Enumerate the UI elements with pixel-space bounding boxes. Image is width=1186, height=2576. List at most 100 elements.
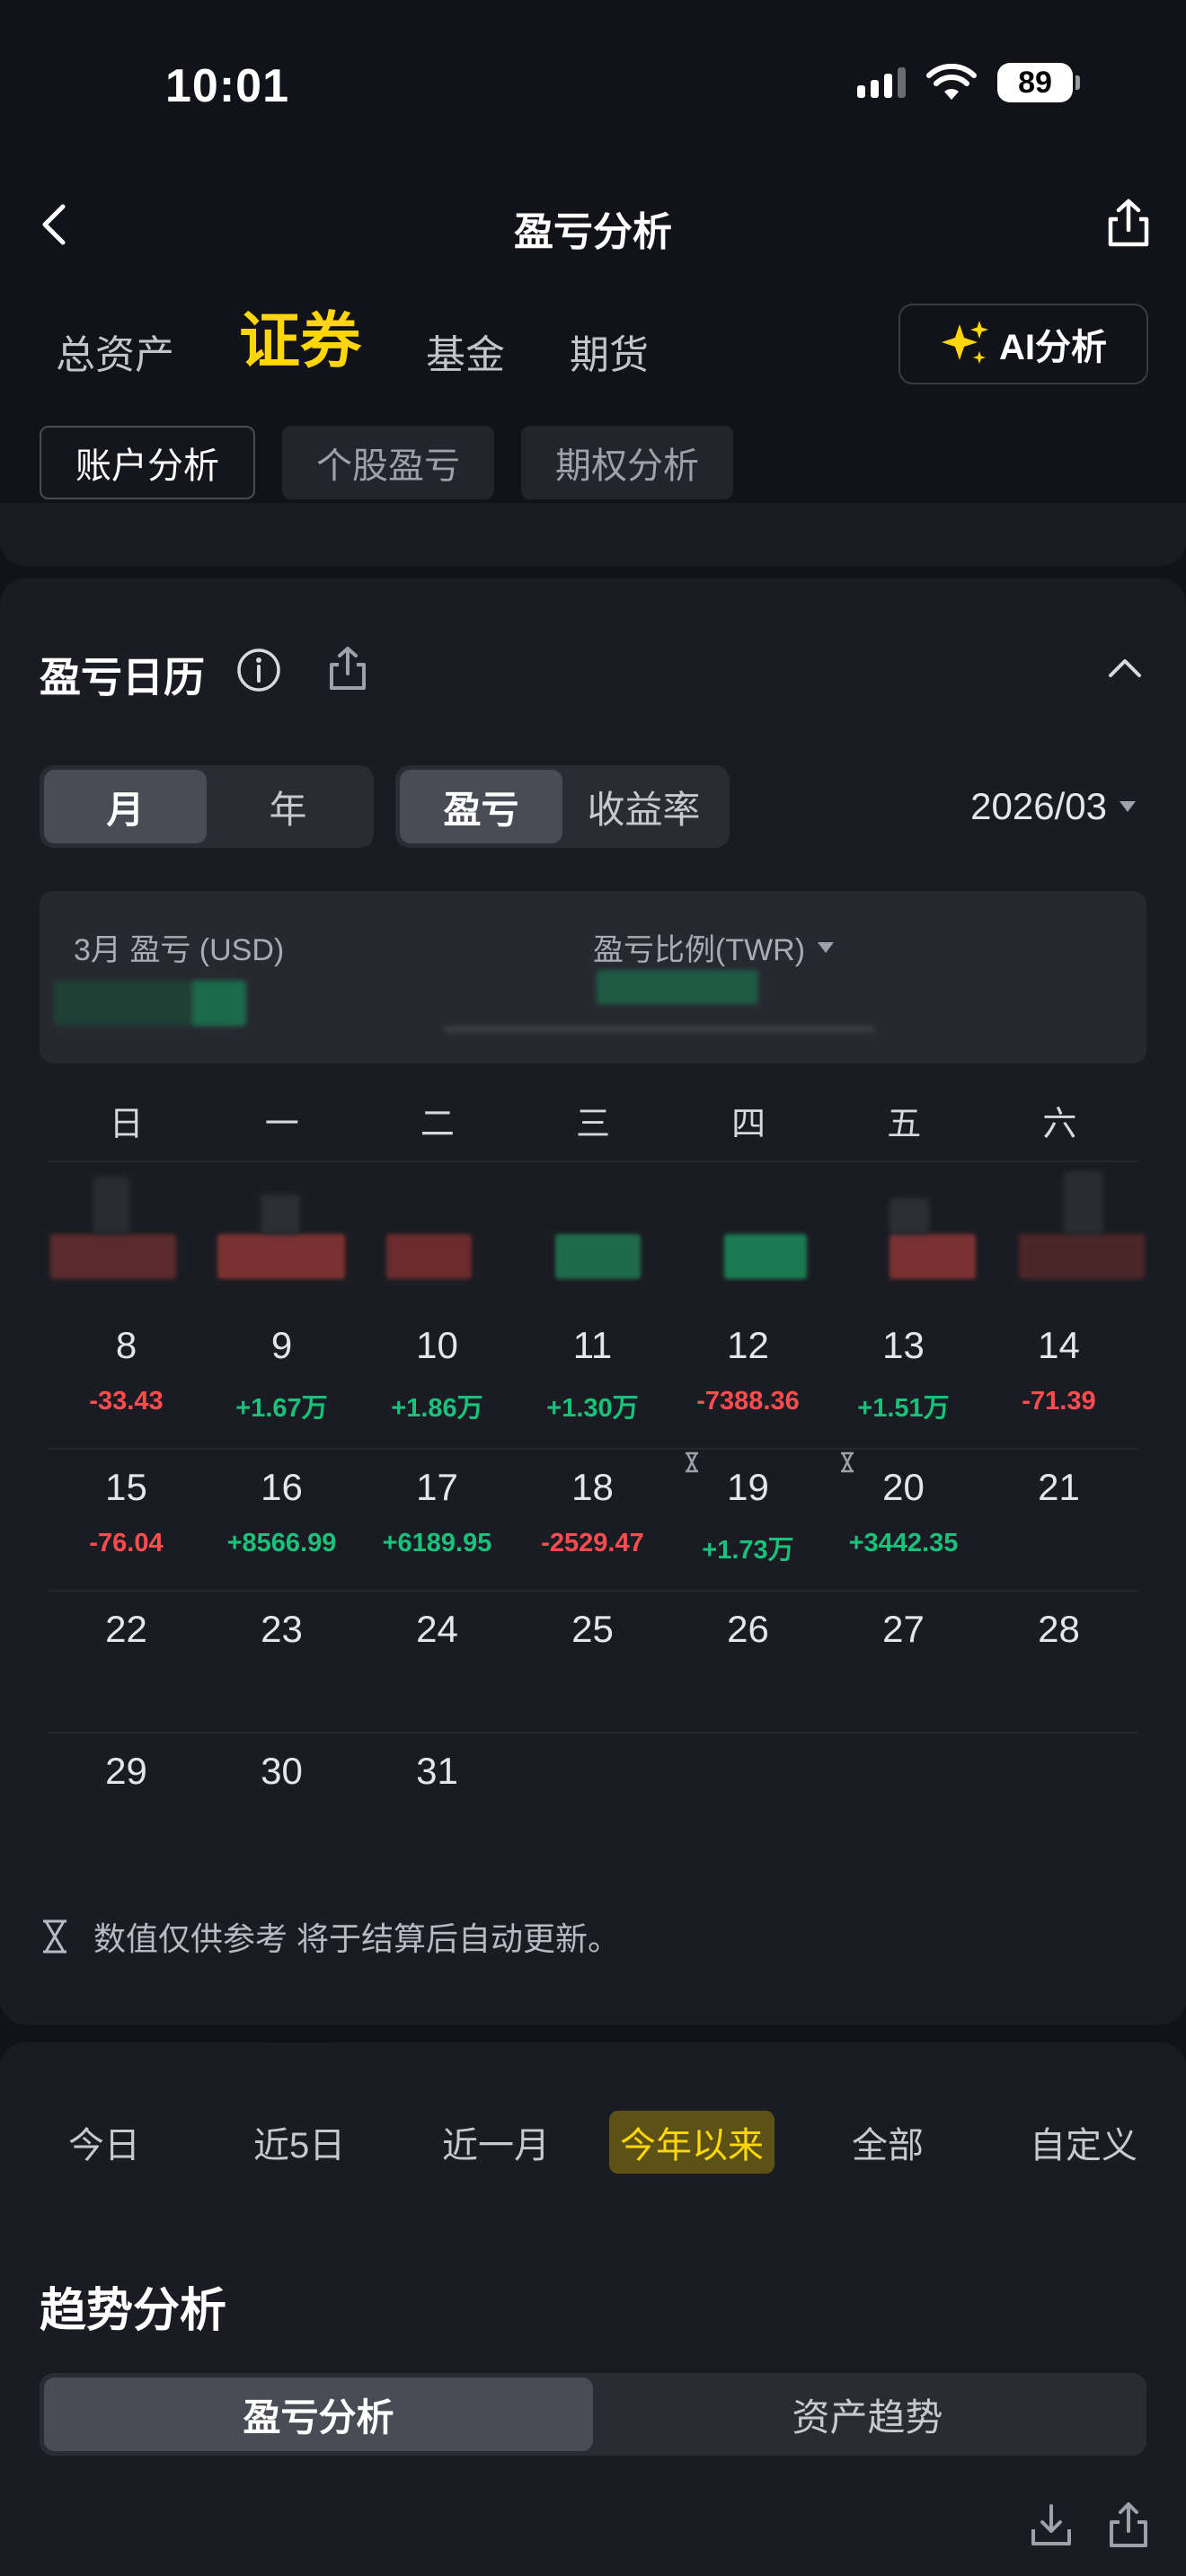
calendar-day-pnl: +8566.99 xyxy=(226,1529,337,1557)
dropdown-triangle-icon xyxy=(818,941,835,953)
divider xyxy=(49,1590,1137,1592)
calendar-day-number: 18 xyxy=(571,1466,614,1508)
seg-year[interactable]: 年 xyxy=(269,788,307,831)
calendar-day-number: 12 xyxy=(727,1324,769,1366)
cellular-signal-icon xyxy=(857,67,906,98)
calendar-day-number: 17 xyxy=(416,1466,458,1508)
dropdown-triangle-icon xyxy=(1120,801,1136,812)
calendar-day-pnl: -7388.36 xyxy=(696,1387,800,1416)
range-ytd[interactable]: 今年以来 xyxy=(609,2111,774,2174)
metric-segmented-control: 盈亏 收益率 xyxy=(395,765,730,848)
range-today[interactable]: 今日 xyxy=(68,2126,140,2166)
weekday-header: 日 一 二 三 四 五 六 xyxy=(49,1096,1137,1145)
period-segmented-control: 月 年 xyxy=(40,765,374,848)
redacted-row xyxy=(555,1234,641,1279)
calendar-day-number: 13 xyxy=(882,1324,925,1366)
month-selector[interactable]: 2026/03 xyxy=(970,785,1136,828)
ai-analysis-button[interactable]: AI分析 xyxy=(898,304,1148,384)
account-card-edge xyxy=(0,503,1186,566)
redacted-row xyxy=(724,1234,807,1279)
weekday: 二 xyxy=(420,1106,455,1143)
info-icon[interactable] xyxy=(235,647,282,693)
seg-return-rate[interactable]: 收益率 xyxy=(587,788,701,831)
weekday: 四 xyxy=(731,1106,766,1143)
month-summary: 3月 盈亏 (USD) 盈亏比例(TWR) xyxy=(40,891,1146,1063)
calendar-day[interactable]: 23 xyxy=(204,1608,359,1651)
redacted-value xyxy=(597,970,758,1004)
tab-funds[interactable]: 基金 xyxy=(426,333,506,377)
share-icon[interactable] xyxy=(1105,2501,1152,2549)
trend-card xyxy=(0,2042,1186,2576)
calendar-day-pnl: +1.73万 xyxy=(702,1536,794,1565)
calendar-day[interactable]: 31 xyxy=(359,1750,515,1793)
calendar-day[interactable]: 29 xyxy=(49,1750,204,1793)
chevron-up-icon[interactable] xyxy=(1107,654,1143,681)
calendar-day[interactable]: 28 xyxy=(981,1608,1137,1651)
calendar-day[interactable]: 26 xyxy=(670,1608,826,1651)
calendar-day[interactable]: 22 xyxy=(49,1608,204,1651)
divider xyxy=(49,1448,1137,1450)
calendar-day[interactable]: 19 +1.73万 xyxy=(670,1466,826,1566)
calendar-day[interactable]: 9 +1.67万 xyxy=(204,1324,359,1425)
calendar-day[interactable]: 27 xyxy=(826,1608,981,1651)
tab-account-analysis[interactable]: 账户分析 xyxy=(40,426,255,499)
calendar-day[interactable]: 12 -7388.36 xyxy=(670,1324,826,1416)
calendar-day[interactable]: 18 -2529.47 xyxy=(515,1466,670,1558)
range-5d[interactable]: 近5日 xyxy=(253,2126,346,2166)
calendar-day[interactable]: 13 +1.51万 xyxy=(826,1324,981,1425)
calendar-day-number: 28 xyxy=(1038,1608,1080,1650)
status-time: 10:01 xyxy=(165,60,289,112)
seg-month[interactable]: 月 xyxy=(44,770,207,843)
download-icon[interactable] xyxy=(1028,2502,1075,2549)
weekday: 五 xyxy=(887,1106,922,1143)
calendar-day[interactable]: 21 xyxy=(981,1466,1137,1509)
calendar-day[interactable]: 17 +6189.95 xyxy=(359,1466,515,1558)
calendar-day-number: 21 xyxy=(1038,1466,1080,1508)
hourglass-icon xyxy=(686,1451,698,1473)
range-1m[interactable]: 近一月 xyxy=(442,2126,550,2166)
calendar-day[interactable]: 14 -71.39 xyxy=(981,1324,1137,1416)
settlement-note-text: 数值仅供参考 将于结算后自动更新。 xyxy=(93,1920,621,1957)
settlement-note: 数值仅供参考 将于结算后自动更新。 xyxy=(40,1913,620,1960)
range-custom[interactable]: 自定义 xyxy=(1030,2126,1137,2166)
sub-tabs: 账户分析 个股盈亏 期权分析 xyxy=(40,426,733,499)
page-title: 盈亏分析 xyxy=(514,210,672,254)
calendar-day[interactable]: 24 xyxy=(359,1608,515,1651)
share-icon[interactable] xyxy=(1102,196,1155,250)
calendar-day-pnl: +1.51万 xyxy=(857,1394,950,1423)
calendar-day[interactable]: 15 -76.04 xyxy=(49,1466,204,1558)
calendar-day-number: 9 xyxy=(270,1324,293,1366)
twr-selector[interactable]: 盈亏比例(TWR) xyxy=(593,925,835,969)
calendar-day-pnl: -76.04 xyxy=(89,1529,164,1557)
calendar-day[interactable]: 11 +1.30万 xyxy=(515,1324,670,1425)
back-icon[interactable] xyxy=(34,199,77,250)
weekday: 一 xyxy=(264,1106,299,1143)
calendar-day[interactable]: 25 xyxy=(515,1608,670,1651)
redacted-value xyxy=(444,1026,875,1033)
calendar-day-number: 23 xyxy=(261,1608,303,1650)
redacted-row xyxy=(890,1234,976,1279)
calendar-day-number: 20 xyxy=(882,1466,925,1508)
share-calendar-icon[interactable] xyxy=(325,645,370,692)
calendar-day-number: 15 xyxy=(105,1466,147,1508)
sparkle-icon xyxy=(942,321,988,364)
tab-stock-pnl[interactable]: 个股盈亏 xyxy=(282,426,494,499)
calendar-day[interactable]: 16 +8566.99 xyxy=(204,1466,359,1558)
calendar-day[interactable]: 8 -33.43 xyxy=(49,1324,204,1416)
redacted-value xyxy=(1064,1171,1103,1234)
tab-total-assets[interactable]: 总资产 xyxy=(56,333,174,377)
calendar-day[interactable]: 10 +1.86万 xyxy=(359,1324,515,1425)
seg-pnl-analysis[interactable]: 盈亏分析 xyxy=(44,2378,593,2451)
tab-options-analysis[interactable]: 期权分析 xyxy=(521,426,733,499)
tab-securities[interactable]: 证券 xyxy=(239,307,362,375)
seg-pnl[interactable]: 盈亏 xyxy=(400,770,562,843)
calendar-day[interactable]: 20 +3442.35 xyxy=(826,1466,981,1558)
seg-asset-trend[interactable]: 资产趋势 xyxy=(792,2395,943,2439)
calendar-day-pnl: +1.30万 xyxy=(546,1394,639,1423)
calendar-day-number: 31 xyxy=(416,1750,458,1792)
calendar-day-number: 26 xyxy=(727,1608,769,1650)
calendar-day[interactable]: 30 xyxy=(204,1750,359,1793)
range-all[interactable]: 全部 xyxy=(852,2126,924,2166)
calendar-day-number: 29 xyxy=(105,1750,147,1792)
tab-futures[interactable]: 期货 xyxy=(570,333,650,377)
